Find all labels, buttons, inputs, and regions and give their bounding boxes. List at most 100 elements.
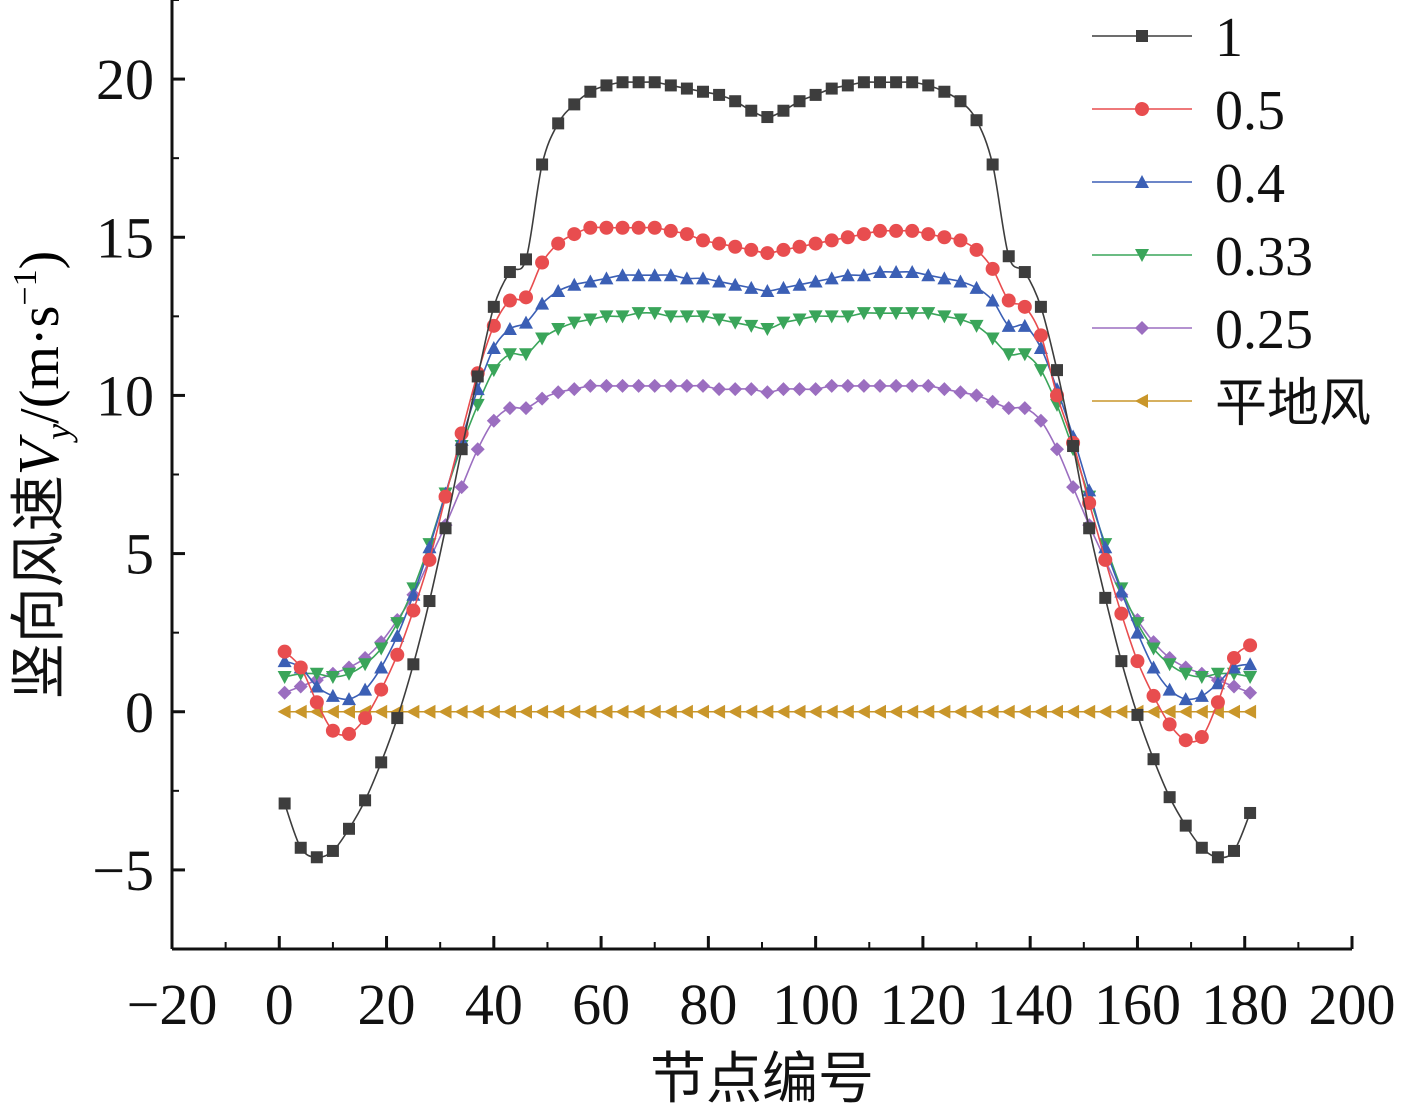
data-point [663,378,678,393]
data-point [422,552,437,567]
data-point [519,401,533,416]
data-point [680,82,693,95]
data-point [856,704,870,719]
data-point [728,704,742,719]
data-point [874,76,886,89]
data-point [889,265,904,279]
data-point [856,227,871,242]
data-point [824,704,838,719]
series-2 [277,220,1258,748]
data-point [584,85,597,98]
data-point [840,378,855,393]
data-point [342,667,356,681]
data-point [873,265,887,279]
legend-item: 0.33 [1092,226,1313,288]
data-point [1098,552,1113,567]
data-point [905,704,919,719]
data-point [809,88,822,101]
data-point [551,704,565,719]
data-point [873,307,887,321]
data-point [1131,708,1144,721]
data-point [985,261,1000,276]
data-point [1178,704,1192,719]
data-point [309,695,324,710]
data-point [1243,685,1258,700]
data-point [1083,522,1096,535]
data-point [953,704,967,719]
data-point [969,319,984,333]
data-point [647,268,662,282]
data-point [1082,704,1096,719]
data-point [615,220,630,235]
data-point [953,385,968,400]
data-point [374,642,389,656]
data-point [1001,348,1016,362]
data-point [985,704,999,719]
data-point [1017,704,1031,719]
data-point [1051,364,1063,377]
data-point [1243,704,1257,719]
data-point [1017,299,1032,314]
data-point [326,844,339,857]
data-point [470,442,485,457]
data-point [454,704,468,719]
data-point [713,88,726,101]
data-point [551,284,566,298]
data-point [777,104,790,117]
data-point [1034,300,1047,313]
data-point [776,242,791,257]
data-point [728,239,743,254]
data-point [1210,676,1225,690]
data-point [1227,650,1241,665]
data-point [889,223,904,238]
data-point [792,382,807,397]
data-point [1033,340,1048,354]
data-point [277,644,292,659]
data-point [309,679,324,693]
x-ticks: −20 0 20 40 60 80 100 120 140 160 180 200 [127,936,1396,1037]
legend-item: 平地风 [1092,374,1371,434]
data-point [391,712,404,725]
y-axis-title: 竖向风速Vy/(m·s−1) [6,251,78,699]
data-point [679,704,693,719]
data-point [889,307,904,321]
data-point [1082,483,1097,497]
data-point [840,230,855,245]
data-point [969,280,984,294]
legend-item: 0.25 [1092,299,1313,361]
data-point [1098,704,1112,719]
data-point [985,293,1000,307]
data-point [857,76,870,89]
data-point [760,284,775,298]
data-point [1114,606,1129,621]
data-point [520,253,532,266]
data-point [342,704,355,719]
data-point [647,220,662,235]
x-tick-label: 120 [879,972,966,1037]
data-point [647,704,661,719]
data-point [599,704,613,719]
data-point [1033,364,1048,378]
data-point [600,79,613,92]
data-point [455,443,468,456]
data-point [358,682,373,696]
data-point [760,704,774,719]
series-line [284,226,1251,743]
data-point [697,85,709,98]
data-point [502,401,517,416]
data-point [1130,617,1145,631]
data-point [277,654,292,668]
data-point [631,268,646,282]
data-point [535,332,550,346]
data-point [1146,660,1161,674]
data-point [1001,401,1016,416]
data-point [487,300,500,313]
data-point [986,158,999,171]
data-point [1099,591,1112,604]
data-point [568,98,581,111]
data-point [1114,584,1129,598]
data-point [906,76,919,89]
data-point [406,603,421,618]
data-point [423,595,436,608]
legend-marker [1135,175,1149,188]
